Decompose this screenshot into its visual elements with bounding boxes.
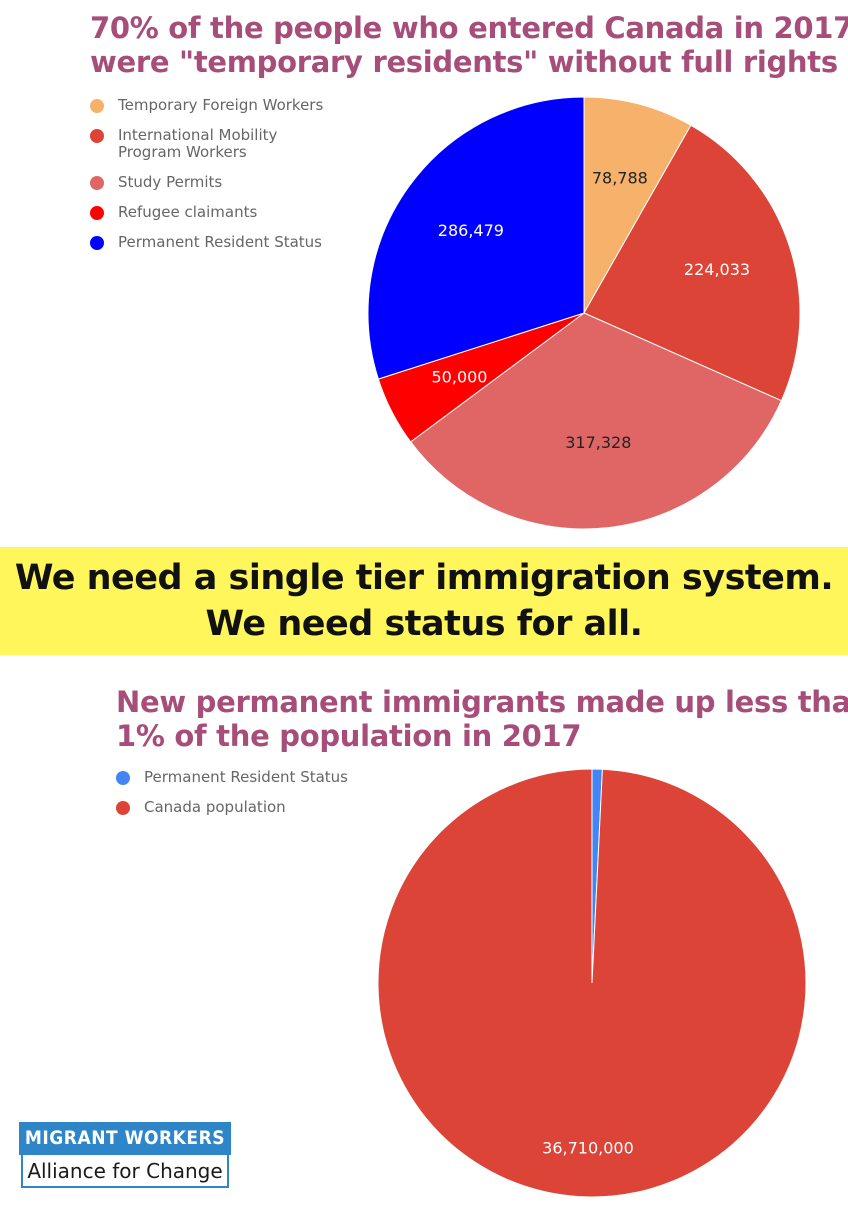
- migrant-workers-logo: MIGRANT WORKERS Alliance for Change: [19, 1122, 231, 1192]
- legend-label: Study Permits: [118, 174, 222, 191]
- chart-2-data-label: 36,710,000: [542, 1139, 634, 1158]
- legend-label-line: Refugee claimants: [118, 203, 258, 221]
- legend-label-line: Temporary Foreign Workers: [118, 96, 324, 114]
- legend-swatch: [90, 176, 104, 190]
- chart-2-pie: 36,710,000: [377, 768, 807, 1198]
- chart-1-slice: [583, 124, 801, 402]
- legend-label-line: Permanent Resident Status: [118, 233, 323, 251]
- chart-2-title: New permanent immigrants made up less th…: [116, 685, 848, 753]
- call-to-action-banner: We need a single tier immigration system…: [0, 547, 848, 655]
- chart-1-title-line-2: were "temporary residents" without full …: [90, 45, 838, 79]
- chart-1-data-label: 78,788: [592, 168, 648, 187]
- legend-label: Permanent Resident Status: [144, 769, 348, 786]
- chart-2-title-line-2: 1% of the population in 2017: [116, 719, 582, 753]
- legend-label-line: Program Workers: [118, 143, 247, 161]
- chart-2-legend: Permanent Resident Status Canada populati…: [116, 769, 416, 831]
- chart-1-slice: [409, 312, 783, 530]
- legend-label: International Mobility Program Workers: [118, 127, 277, 161]
- logo-top-text: MIGRANT WORKERS: [19, 1122, 231, 1155]
- legend-label: Canada population: [144, 799, 286, 816]
- legend-swatch: [116, 801, 130, 815]
- chart-2-slice: [377, 768, 807, 1198]
- chart-1-data-label: 224,033: [684, 260, 750, 279]
- chart-1-data-label: 50,000: [432, 368, 488, 387]
- banner-line-2: We need status for all.: [205, 604, 643, 644]
- legend-label-line: Study Permits: [118, 173, 223, 191]
- logo-bottom-text: Alliance for Change: [21, 1155, 229, 1188]
- chart-1-legend: Temporary Foreign Workers International M…: [90, 97, 390, 299]
- chart-1-slice: [583, 96, 692, 315]
- legend-swatch: [90, 206, 104, 220]
- legend-swatch: [90, 129, 104, 143]
- chart-1-title: 70% of the people who entered Canada in …: [90, 11, 848, 79]
- legend-label-line: International Mobility: [118, 126, 278, 144]
- legend-label-line: Canada population: [144, 798, 286, 816]
- chart-1-data-label: 317,328: [565, 433, 631, 452]
- chart-1-data-label: 286,479: [438, 221, 504, 240]
- legend-swatch: [90, 236, 104, 250]
- legend-label: Temporary Foreign Workers: [118, 97, 323, 114]
- chart-1-title-line-1: 70% of the people who entered Canada in …: [90, 11, 848, 45]
- legend-label-line: Permanent Resident Status: [144, 768, 349, 786]
- chart-2-title-line-1: New permanent immigrants made up less th…: [116, 685, 848, 719]
- legend-swatch: [116, 771, 130, 785]
- chart-1-pie: 78,788 224,033 317,328 50,000 286,479: [367, 96, 801, 530]
- legend-label: Refugee claimants: [118, 204, 257, 221]
- legend-swatch: [90, 99, 104, 113]
- chart-1-slice: [367, 96, 585, 380]
- legend-label: Permanent Resident Status: [118, 234, 322, 251]
- banner-line-1: We need a single tier immigration system…: [14, 558, 834, 598]
